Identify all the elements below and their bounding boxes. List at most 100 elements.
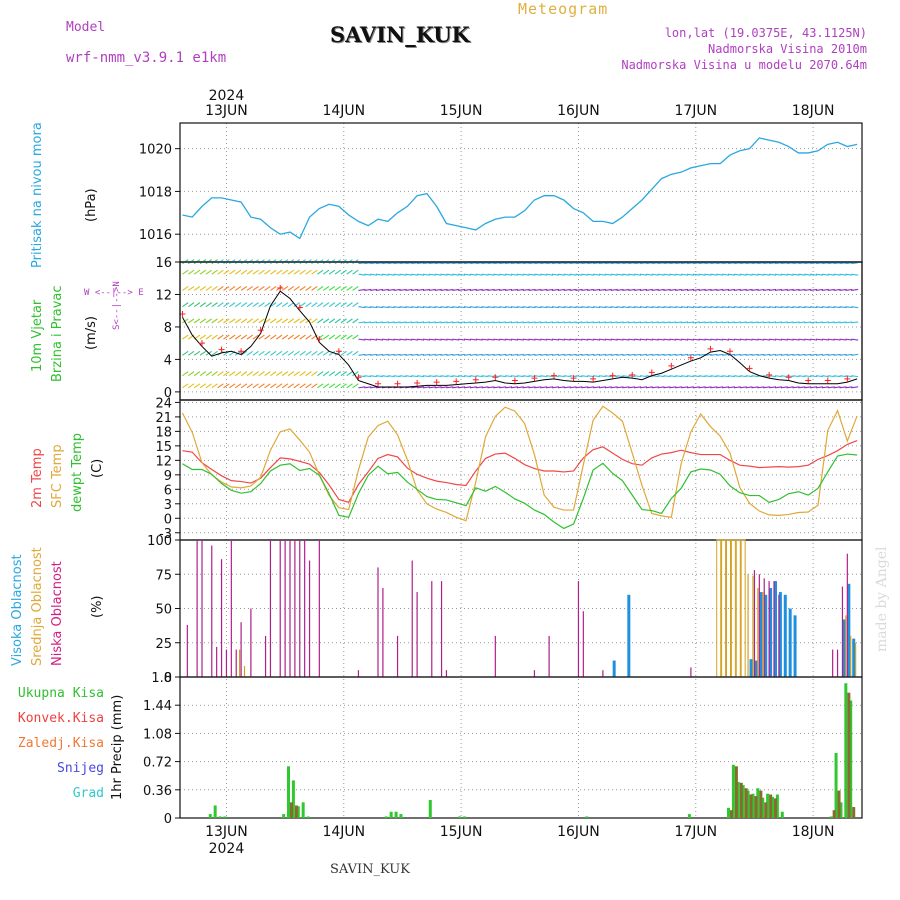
day-label-top: 15JUN xyxy=(440,103,483,119)
wind-barb xyxy=(710,375,718,378)
wind-barb xyxy=(340,334,347,340)
wind-barb xyxy=(229,318,236,324)
precip-frame xyxy=(179,676,863,819)
total-rain-bar xyxy=(296,806,300,818)
wind-barb xyxy=(199,334,207,340)
wind-barb xyxy=(551,306,560,309)
wind-barb xyxy=(663,273,671,276)
wind-barb xyxy=(364,338,372,341)
gust-marker xyxy=(257,327,264,334)
wind-barb xyxy=(780,288,788,291)
wind-barb xyxy=(557,306,565,309)
conv-rain-bar xyxy=(739,782,743,818)
wind-barb xyxy=(428,306,436,309)
wind-barb xyxy=(428,273,436,276)
wind-barb xyxy=(275,350,283,356)
wind-barb xyxy=(827,288,835,291)
wind-barb xyxy=(370,375,378,378)
high-cloud-bar xyxy=(793,615,797,677)
wind-barb xyxy=(446,273,454,276)
wind-barb xyxy=(769,375,777,378)
wind-barb xyxy=(405,306,413,309)
wind-barb xyxy=(833,306,841,309)
wind-barb xyxy=(675,321,683,324)
wind-barb xyxy=(428,353,436,356)
wind-barb xyxy=(481,386,489,389)
wind-barb xyxy=(417,375,425,378)
wind-barb xyxy=(821,353,829,356)
wind-barb xyxy=(463,338,472,341)
wind-barb xyxy=(405,338,413,341)
wind-barb xyxy=(193,285,201,291)
high-cloud-bar xyxy=(749,659,753,677)
wind-barb xyxy=(375,375,384,378)
wind-barb xyxy=(792,321,800,324)
wind-barb xyxy=(528,262,536,265)
wind-barb xyxy=(727,262,736,265)
conv-rain-bar xyxy=(734,766,738,818)
wind-barb xyxy=(815,321,824,324)
wind-barb xyxy=(675,306,683,309)
gust-marker xyxy=(355,374,362,381)
wind-barb xyxy=(739,273,747,276)
wind-barb xyxy=(258,285,265,291)
total-rain-bar xyxy=(766,793,770,818)
conv-rain-bar xyxy=(837,790,841,818)
pressure-tick-label: 1016 xyxy=(139,228,172,243)
wind-barb xyxy=(481,375,489,378)
wind-barb xyxy=(774,288,782,291)
wind-barb xyxy=(469,375,477,378)
wind-barb xyxy=(481,273,489,276)
wind-tick-label: 16 xyxy=(155,256,172,271)
wind-barb xyxy=(223,269,230,275)
wind-barb xyxy=(604,375,612,378)
wind-barb xyxy=(769,386,777,389)
wind-barb xyxy=(475,321,483,324)
year-label-bottom: 2024 xyxy=(209,841,245,857)
wind-barb xyxy=(446,375,454,378)
wind-barb xyxy=(681,321,689,324)
wind-barb xyxy=(193,269,201,275)
gust-marker xyxy=(218,346,225,353)
wind-barb xyxy=(610,321,618,324)
wind-barb xyxy=(258,318,265,324)
wind-barb xyxy=(704,273,712,276)
wind-barb xyxy=(463,273,472,276)
wind-barb xyxy=(334,285,342,291)
wind-barb xyxy=(481,288,489,291)
wind-barb xyxy=(440,353,448,356)
wind-barb xyxy=(851,338,859,341)
wind-barb xyxy=(686,262,694,265)
wind-barb xyxy=(698,288,706,291)
wind-barb xyxy=(458,273,466,276)
wind-barb xyxy=(663,353,671,356)
wind-barb xyxy=(540,353,548,356)
wind-barb xyxy=(240,302,248,308)
total-rain-bar xyxy=(839,802,843,818)
total-rain-bar xyxy=(756,788,760,818)
wind-barb xyxy=(182,350,189,356)
wind-barb xyxy=(334,269,342,275)
legend-hail: Grad xyxy=(72,786,104,801)
wind-barb xyxy=(229,371,236,377)
wind-barb xyxy=(821,338,829,341)
wind-barb xyxy=(387,353,395,356)
conv-rain-bar xyxy=(749,794,753,818)
conv-rain-bar xyxy=(290,802,293,818)
wind-barb xyxy=(610,288,618,291)
wind-barb xyxy=(851,386,859,389)
wind-barb xyxy=(669,321,677,324)
wind-barb xyxy=(628,288,636,291)
wind-barb xyxy=(733,306,741,309)
wind-barb xyxy=(364,273,372,276)
wind-barb xyxy=(675,386,683,389)
wind-barb xyxy=(293,383,300,389)
wind-barb xyxy=(551,273,560,276)
wind-barb xyxy=(452,375,460,378)
wind-barb xyxy=(452,306,460,309)
wind-barb xyxy=(328,350,336,356)
wind-barb xyxy=(716,353,724,356)
wind-barb xyxy=(322,269,330,275)
wind-barb xyxy=(516,288,524,291)
wind-barb xyxy=(810,386,818,389)
